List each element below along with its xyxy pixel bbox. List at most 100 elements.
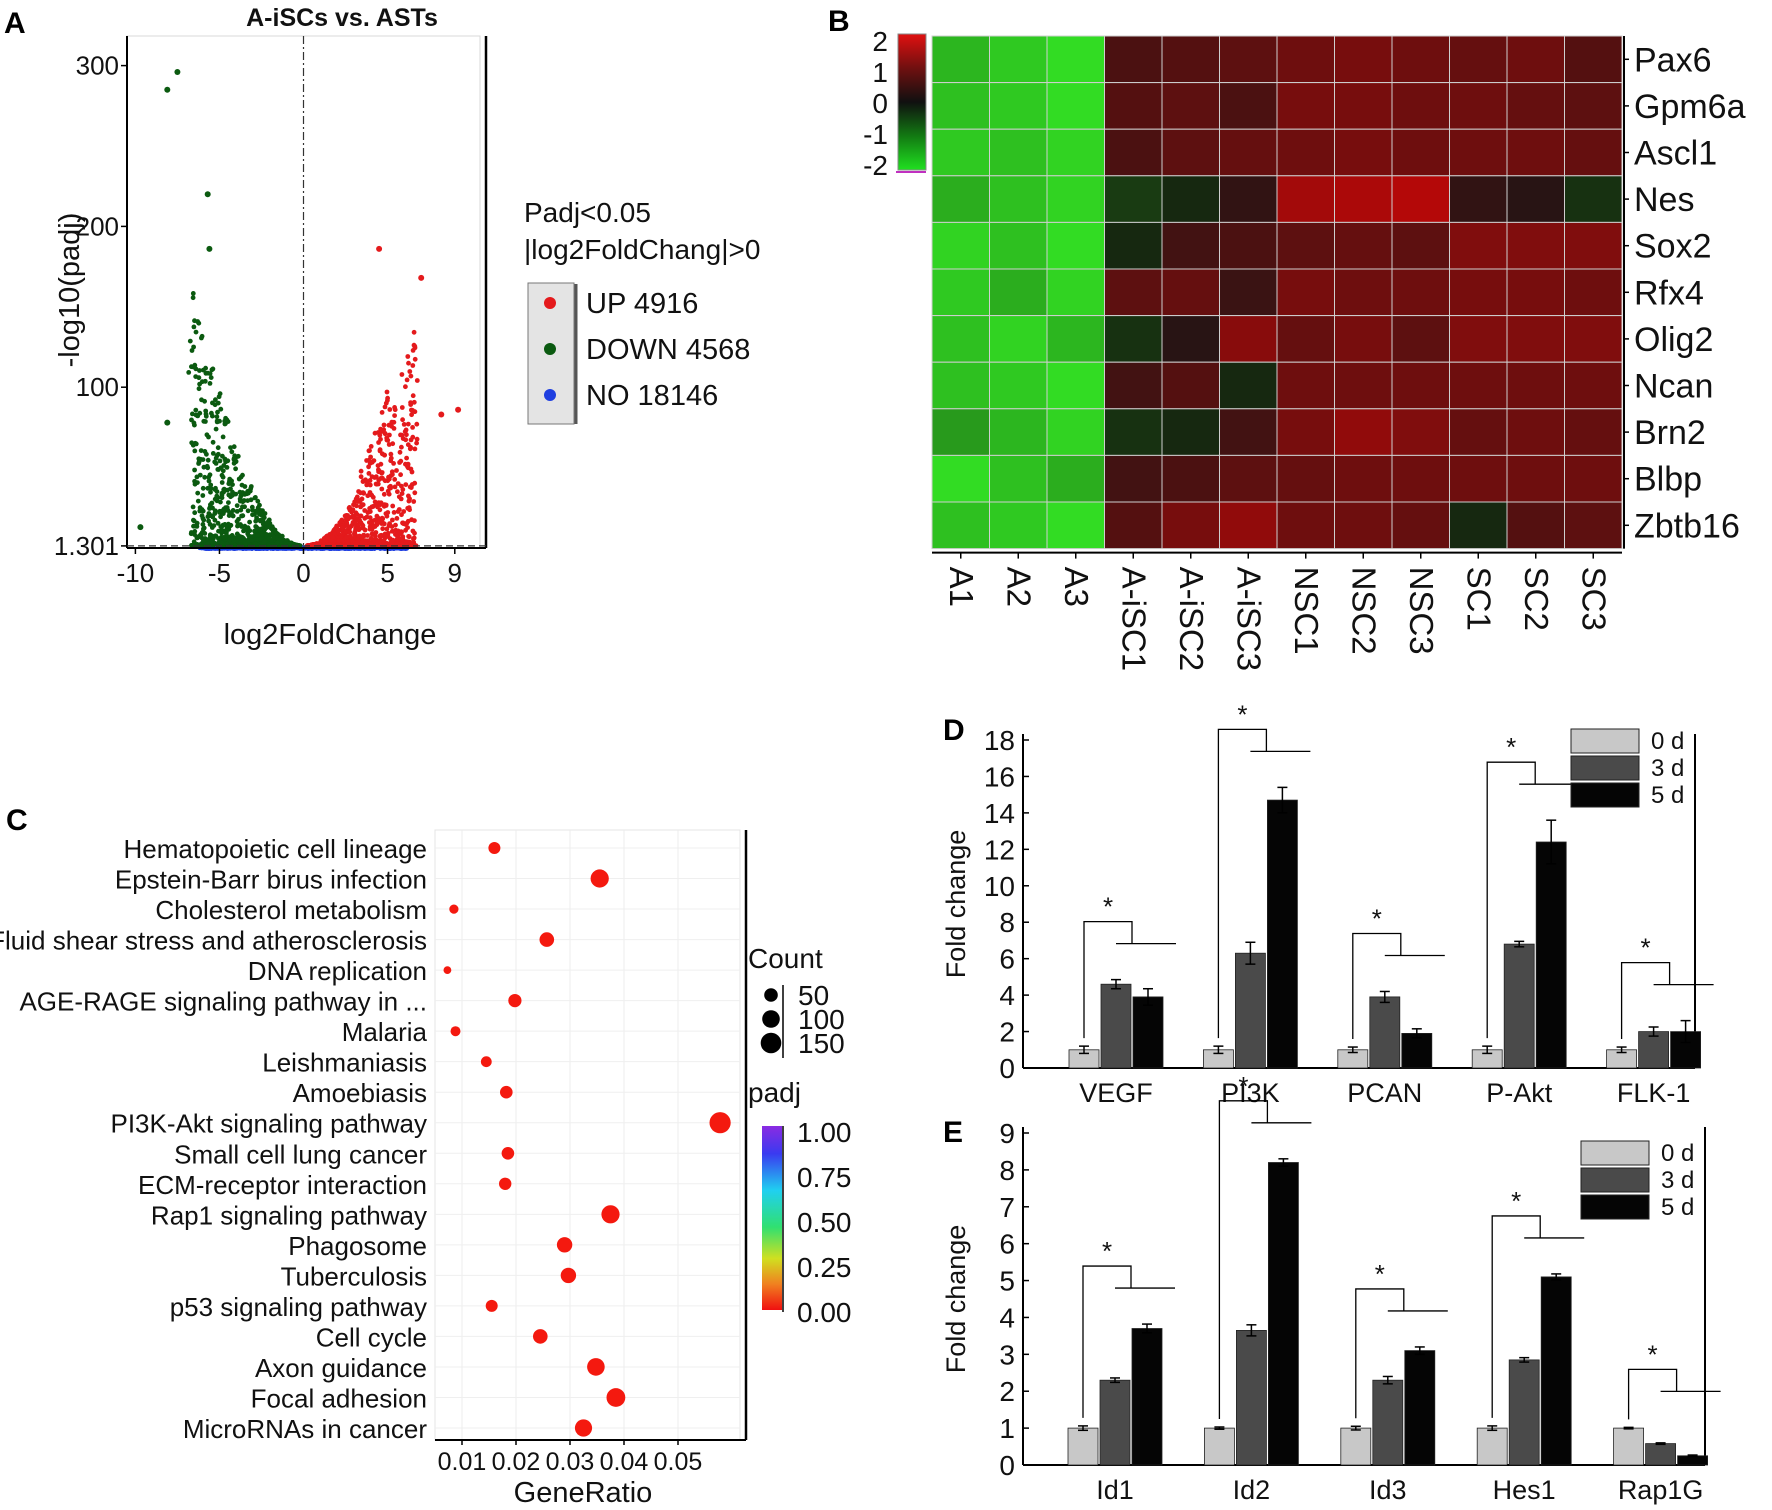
volcano-point-down (194, 520, 200, 526)
volcano-point-up (369, 504, 375, 510)
bar-y-tick-label: 18 (984, 725, 1015, 756)
volcano-point-down (204, 451, 209, 457)
volcano-point-down (197, 505, 203, 511)
volcano-point-up (381, 538, 387, 544)
volcano-point-down (245, 498, 251, 503)
volcano-point-up (368, 444, 374, 449)
volcano-point-up (381, 491, 387, 497)
volcano-x-label: log2FoldChange (224, 619, 437, 651)
volcano-point-down (208, 482, 214, 488)
volcano-point-down (209, 538, 215, 544)
heatmap-cell (1391, 454, 1450, 503)
volcano-point-down (207, 381, 213, 386)
dotplot-panel (434, 829, 741, 1441)
volcano-point-up (411, 329, 417, 335)
volcano-point-down (219, 495, 225, 501)
bar (1535, 841, 1567, 1069)
volcano-point-down (196, 375, 202, 381)
volcano-point-down (204, 432, 210, 438)
term-dot (450, 1026, 461, 1037)
count-legend-dot (764, 988, 778, 1002)
heatmap-cell (1391, 408, 1450, 456)
heatmap-cell (1564, 35, 1623, 84)
volcano-point-up (410, 425, 415, 430)
volcano-point-up (404, 377, 410, 383)
heatmap-cell (1564, 221, 1623, 270)
heatmap-cell (1391, 221, 1450, 270)
volcano-point-down (200, 485, 206, 491)
volcano-point-up (408, 437, 414, 443)
volcano-point-up (414, 440, 419, 446)
volcano-point-up (367, 448, 372, 453)
heatmap-cell (1104, 175, 1163, 223)
heatmap-scale-label: 0 (872, 88, 888, 119)
heatmap-cell (1104, 82, 1163, 130)
volcano-point-down (255, 498, 261, 504)
heatmap-cell (1449, 221, 1508, 270)
volcano-point-down (219, 480, 225, 485)
heatmap-cell (1046, 454, 1105, 503)
volcano-point-down (200, 367, 206, 373)
volcano-point-up (330, 541, 336, 547)
term-label: Hematopoietic cell lineage (123, 834, 427, 864)
bar-y-label: Fold change (941, 830, 971, 979)
term-label: Rap1 signaling pathway (151, 1200, 427, 1230)
volcano-x-tick-label: -10 (117, 558, 155, 588)
volcano-point-up (414, 421, 420, 427)
volcano-point-down (202, 378, 208, 384)
volcano-point-up (375, 463, 381, 468)
volcano-point-up (345, 542, 351, 548)
volcano-point-up (399, 372, 405, 377)
volcano-point-down (190, 295, 196, 301)
heatmap-cell (1276, 82, 1335, 130)
volcano-point-up (390, 537, 396, 543)
significance-star: * (1511, 1186, 1521, 1216)
bar-y-tick-label: 1 (999, 1413, 1015, 1444)
bar-category-label: Id3 (1369, 1475, 1407, 1505)
bar (1404, 1350, 1436, 1466)
volcano-point-down (203, 408, 209, 414)
volcano-point-up (407, 369, 413, 374)
heatmap-cell (1334, 82, 1393, 130)
volcano-point-up (362, 515, 368, 521)
volcano-point-up (398, 472, 403, 478)
volcano-point-up (344, 534, 349, 540)
volcano-point-up (411, 342, 417, 348)
volcano-point-down (190, 291, 196, 296)
volcano-point-down (206, 245, 213, 252)
volcano-point-up (384, 513, 390, 519)
volcano-point-up (410, 363, 416, 368)
heatmap-cell (1391, 315, 1450, 363)
volcano-point-down (208, 486, 214, 491)
volcano-point-up (361, 478, 367, 484)
volcano-legend-item: DOWN 4568 (586, 334, 750, 366)
bar (1540, 1276, 1572, 1466)
volcano-y-tick-label: 300 (76, 51, 119, 81)
heatmap-col-label: A3 (1058, 567, 1095, 607)
heatmap-cell (1506, 128, 1565, 177)
volcano-point-down (234, 519, 240, 524)
volcano-point-up (358, 513, 364, 519)
volcano-point-up (390, 517, 395, 523)
volcano-point-down (190, 411, 195, 417)
volcano-point-up (407, 496, 412, 502)
heatmap-cell (1161, 82, 1220, 130)
dotplot-x-tick-label: 0.01 (438, 1448, 487, 1476)
volcano-point-up (358, 497, 363, 503)
volcano-point-up (389, 528, 395, 534)
volcano-point-up (418, 274, 425, 281)
heatmap-cell (1046, 501, 1105, 550)
heatmap-cell (1046, 82, 1105, 130)
volcano-point-down (242, 504, 248, 510)
volcano-point-up (366, 464, 371, 470)
volcano-point-up (393, 522, 398, 528)
heatmap-cell (989, 361, 1048, 410)
bar-category-label: Rap1G (1618, 1475, 1704, 1505)
volcano-point-down (215, 445, 221, 451)
heatmap-cell (1506, 175, 1565, 223)
heatmap-cell (1219, 315, 1278, 363)
heatmap-cell (1276, 35, 1335, 84)
volcano-point-down (228, 445, 233, 450)
bar-category-label: Hes1 (1493, 1475, 1556, 1505)
volcano-point-up (384, 526, 390, 532)
